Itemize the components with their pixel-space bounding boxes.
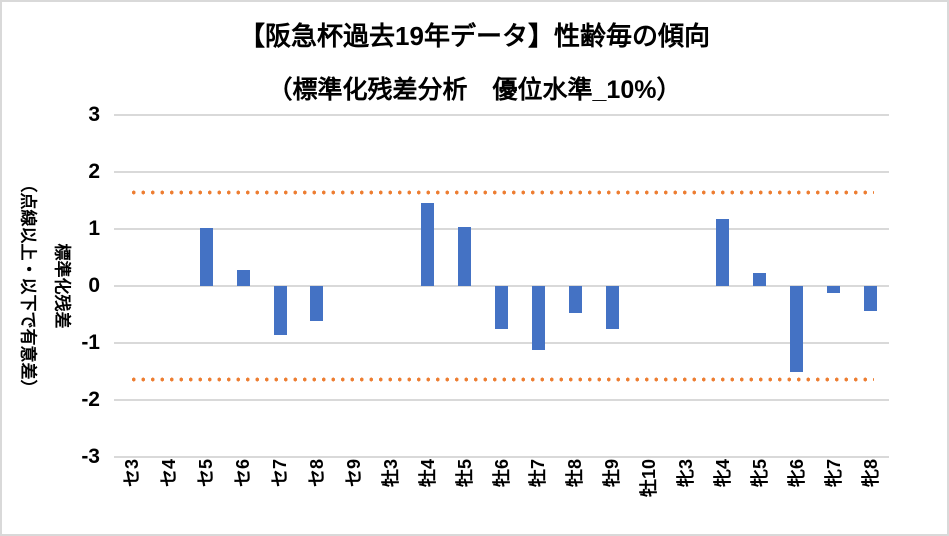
bar-牡4 [421,203,435,286]
x-label-text: 牡4 [417,459,438,488]
x-label-text: 牝7 [823,459,844,488]
bar-牡6 [495,286,508,329]
x-label-牝6: 牝6 [787,459,807,519]
x-label-text: 牡3 [380,459,401,488]
x-label-text: セ6 [233,459,254,488]
bar-牝8 [864,286,878,312]
gridline-y--3 [114,456,889,458]
bar-牡9 [605,286,619,329]
bar-セ8 [310,286,324,322]
x-label-セ9: セ9 [344,459,364,519]
x-label-セ8: セ8 [307,459,327,519]
bar-牡8 [568,286,582,313]
x-label-text: 牡10 [639,459,660,498]
x-label-セ7: セ7 [270,459,290,519]
x-label-セ6: セ6 [233,459,253,519]
y-tick-2: 2 [88,160,100,183]
x-label-text: 牡8 [565,459,586,488]
y-tick--3: -3 [81,445,100,468]
bar-セ7 [273,286,287,336]
y-tick--1: -1 [81,331,100,354]
x-label-セ5: セ5 [196,459,216,519]
x-label-牡9: 牡9 [602,459,622,519]
bar-牡7 [531,286,545,351]
bar-牡5 [458,227,472,286]
bar-セ6 [236,270,250,286]
y-axis-title-sub: （点線以上・以下で有意差） [18,175,37,397]
gridline-y-2 [114,171,889,173]
x-label-text: セ7 [270,459,291,488]
x-label-text: セ3 [122,459,143,488]
gridline-y-1 [114,228,889,230]
x-label-牝5: 牝5 [750,459,770,519]
x-label-牡8: 牡8 [565,459,585,519]
x-label-牡5: 牡5 [455,459,475,519]
chart-title: 【阪急杯過去19年データ】性齢毎の傾向 [239,21,710,51]
bar-牝6 [790,286,804,372]
threshold-line-upper [129,189,874,195]
x-label-text: 牝5 [749,459,770,488]
x-label-牝8: 牝8 [861,459,881,519]
x-label-text: 牡6 [491,459,512,488]
bar-牝7 [827,286,841,293]
x-label-牝4: 牝4 [713,459,733,519]
x-label-text: 牝4 [712,459,733,488]
x-label-text: 牝8 [860,459,881,488]
x-label-牡3: 牡3 [381,459,401,519]
chart-subtitle: （標準化残差分析 優位水準_10%） [267,76,682,104]
x-label-text: 牡5 [454,459,475,488]
x-label-牝3: 牝3 [676,459,696,519]
plot-area [114,114,889,458]
x-label-牝7: 牝7 [824,459,844,519]
x-label-text: セ4 [159,459,180,488]
bar-セ5 [199,227,213,286]
y-tick-0: 0 [88,274,100,297]
threshold-line-lower [129,377,874,383]
y-tick-1: 1 [88,217,100,240]
gridline-y--2 [114,399,889,401]
x-label-牡10: 牡10 [639,459,659,519]
bar-牝4 [716,219,730,286]
x-label-text: 牡7 [528,459,549,488]
y-tick-3: 3 [88,103,100,126]
x-label-text: セ9 [343,459,364,488]
x-label-セ4: セ4 [159,459,179,519]
gridline-y-3 [114,114,889,116]
y-tick--2: -2 [81,388,100,411]
bar-牝5 [753,273,767,286]
x-label-text: セ8 [306,459,327,488]
x-label-牡4: 牡4 [418,459,438,519]
x-label-セ3: セ3 [122,459,142,519]
x-label-牡6: 牡6 [492,459,512,519]
x-label-text: 牝6 [786,459,807,488]
x-label-text: 牡9 [602,459,623,488]
x-label-text: セ5 [196,459,217,488]
x-label-text: 牝3 [676,459,697,488]
gridline-y--1 [114,342,889,344]
x-label-牡7: 牡7 [528,459,548,519]
